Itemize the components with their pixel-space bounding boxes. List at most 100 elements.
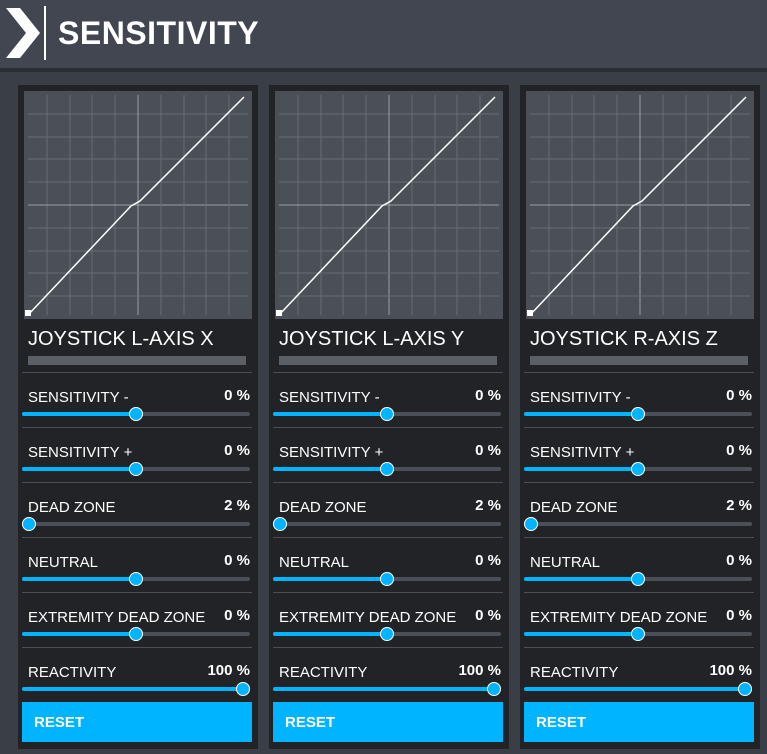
sensitivity-slider[interactable] — [273, 407, 501, 421]
header-bar: SENSITIVITY — [0, 0, 767, 68]
axis-name: JOYSTICK L-AXIS Y — [279, 328, 465, 350]
row-divider — [22, 592, 252, 593]
row-divider — [524, 592, 754, 593]
slider-thumb[interactable] — [129, 627, 143, 641]
dead-zone-slider[interactable] — [22, 517, 250, 531]
setting-value: 0 % — [475, 442, 501, 459]
setting-row-sensitivity: SENSITIVITY + 0 % — [269, 433, 509, 488]
slider-thumb[interactable] — [129, 462, 143, 476]
row-divider — [273, 537, 503, 538]
slider-fill — [524, 632, 638, 636]
neutral-slider[interactable] — [22, 572, 250, 586]
header-underline — [0, 68, 767, 72]
extremity-dead-zone-slider[interactable] — [524, 627, 752, 641]
slider-thumb[interactable] — [631, 572, 645, 586]
page-title: SENSITIVITY — [58, 15, 260, 51]
reactivity-slider[interactable] — [273, 682, 501, 696]
slider-thumb[interactable] — [631, 462, 645, 476]
slider-fill — [524, 467, 638, 471]
extremity-dead-zone-slider[interactable] — [273, 627, 501, 641]
slider-thumb[interactable] — [631, 407, 645, 421]
row-divider — [22, 537, 252, 538]
setting-value: 100 % — [207, 662, 250, 679]
row-divider — [22, 372, 252, 373]
slider-thumb[interactable] — [129, 407, 143, 421]
slider-fill — [273, 632, 387, 636]
slider-track[interactable] — [273, 522, 501, 526]
chevron-right-icon[interactable] — [6, 8, 40, 58]
dead-zone-slider[interactable] — [273, 517, 501, 531]
setting-row-reactivity: REACTIVITY 100 % — [18, 653, 258, 708]
neutral-slider[interactable] — [273, 572, 501, 586]
reactivity-slider[interactable] — [22, 682, 250, 696]
setting-row-extremity-dead-zone: EXTREMITY DEAD ZONE 0 % — [520, 598, 760, 653]
response-curve-graph — [24, 91, 252, 319]
setting-row-dead-zone: DEAD ZONE 2 % — [520, 488, 760, 543]
curve-line — [278, 96, 496, 316]
setting-label: EXTREMITY DEAD ZONE — [530, 609, 708, 626]
row-divider — [22, 647, 252, 648]
row-divider — [273, 427, 503, 428]
slider-thumb[interactable] — [22, 517, 36, 531]
setting-label: SENSITIVITY - — [279, 389, 380, 406]
setting-row-sensitivity: SENSITIVITY + 0 % — [18, 433, 258, 488]
setting-value: 2 % — [726, 497, 752, 514]
sensitivity-slider[interactable] — [273, 462, 501, 476]
slider-thumb[interactable] — [380, 572, 394, 586]
setting-row-neutral: NEUTRAL 0 % — [269, 543, 509, 598]
setting-label: EXTREMITY DEAD ZONE — [28, 609, 206, 626]
setting-value: 0 % — [224, 387, 250, 404]
curve-line — [529, 96, 747, 316]
axis-name: JOYSTICK R-AXIS Z — [530, 328, 718, 350]
slider-thumb[interactable] — [524, 517, 538, 531]
row-divider — [524, 372, 754, 373]
sensitivity-slider[interactable] — [22, 462, 250, 476]
extremity-dead-zone-slider[interactable] — [22, 627, 250, 641]
response-curve-graph — [526, 91, 754, 319]
setting-label: SENSITIVITY - — [28, 389, 129, 406]
setting-label: DEAD ZONE — [530, 499, 618, 516]
slider-track[interactable] — [22, 522, 250, 526]
setting-row-reactivity: REACTIVITY 100 % — [520, 653, 760, 708]
setting-label: SENSITIVITY + — [530, 444, 635, 461]
slider-fill — [22, 577, 136, 581]
slider-fill — [524, 577, 638, 581]
slider-thumb[interactable] — [273, 517, 287, 531]
setting-row-sensitivity: SENSITIVITY - 0 % — [269, 378, 509, 433]
reactivity-slider[interactable] — [524, 682, 752, 696]
setting-label: EXTREMITY DEAD ZONE — [279, 609, 457, 626]
reset-button[interactable]: RESET — [524, 702, 754, 742]
slider-track[interactable] — [524, 522, 752, 526]
slider-fill — [273, 687, 494, 691]
sensitivity-slider[interactable] — [524, 407, 752, 421]
slider-thumb[interactable] — [236, 682, 250, 696]
slider-thumb[interactable] — [738, 682, 752, 696]
sensitivity-slider[interactable] — [22, 407, 250, 421]
row-divider — [22, 427, 252, 428]
row-divider — [273, 592, 503, 593]
slider-thumb[interactable] — [487, 682, 501, 696]
setting-value: 0 % — [726, 387, 752, 404]
setting-value: 0 % — [726, 442, 752, 459]
slider-thumb[interactable] — [129, 572, 143, 586]
slider-thumb[interactable] — [380, 627, 394, 641]
axis-panel-joystick-r-axis-z: JOYSTICK R-AXIS Z SENSITIVITY -0 % SENSIT… — [520, 85, 760, 749]
setting-value: 0 % — [224, 442, 250, 459]
slider-fill — [524, 412, 638, 416]
reset-button[interactable]: RESET — [22, 702, 252, 742]
slider-thumb[interactable] — [631, 627, 645, 641]
row-divider — [273, 647, 503, 648]
axis-input-bar — [279, 356, 497, 365]
row-divider — [273, 372, 503, 373]
setting-label: NEUTRAL — [279, 554, 350, 571]
setting-row-dead-zone: DEAD ZONE 2 % — [269, 488, 509, 543]
slider-thumb[interactable] — [380, 462, 394, 476]
setting-row-sensitivity: SENSITIVITY + 0 % — [520, 433, 760, 488]
reset-button[interactable]: RESET — [273, 702, 503, 742]
slider-fill — [22, 632, 136, 636]
dead-zone-slider[interactable] — [524, 517, 752, 531]
sensitivity-slider[interactable] — [524, 462, 752, 476]
row-divider — [524, 427, 754, 428]
neutral-slider[interactable] — [524, 572, 752, 586]
slider-thumb[interactable] — [380, 407, 394, 421]
